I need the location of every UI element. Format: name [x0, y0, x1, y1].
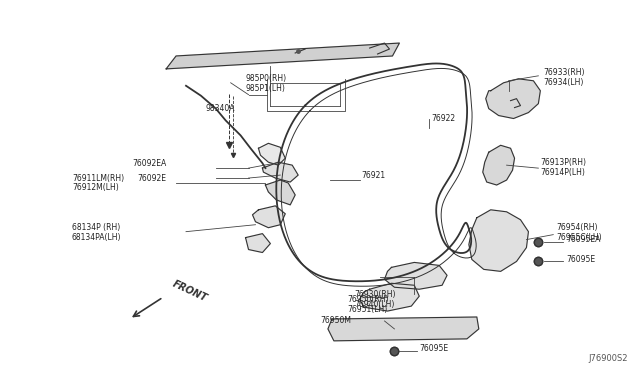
Text: 76940(LH): 76940(LH): [355, 299, 395, 309]
Text: 76092E: 76092E: [137, 174, 166, 183]
Text: 76950(RH): 76950(RH): [348, 295, 389, 304]
Polygon shape: [253, 206, 285, 228]
Text: 76934(LH): 76934(LH): [543, 78, 584, 87]
Polygon shape: [262, 162, 298, 182]
Text: 76913P(RH): 76913P(RH): [540, 158, 586, 167]
Text: 76095E: 76095E: [419, 344, 449, 353]
Polygon shape: [166, 43, 399, 69]
Polygon shape: [385, 262, 447, 289]
Text: 76095E: 76095E: [566, 255, 595, 264]
Text: 76911LM(RH): 76911LM(RH): [72, 174, 124, 183]
Text: 76954(RH): 76954(RH): [556, 223, 598, 232]
Text: 76933(RH): 76933(RH): [543, 68, 585, 77]
Text: 76922: 76922: [431, 114, 455, 123]
Polygon shape: [469, 210, 529, 271]
Text: 985P1(LH): 985P1(LH): [246, 84, 285, 93]
Text: 76955C(LH): 76955C(LH): [556, 233, 602, 242]
Polygon shape: [486, 79, 540, 119]
Text: 76095EA: 76095EA: [566, 235, 600, 244]
Polygon shape: [246, 234, 270, 253]
Text: 76912M(LH): 76912M(LH): [72, 183, 118, 192]
Text: 76930(RH): 76930(RH): [355, 290, 396, 299]
Polygon shape: [360, 283, 419, 311]
Text: 76921: 76921: [362, 171, 386, 180]
Polygon shape: [259, 143, 285, 165]
Text: 76092EA: 76092EA: [132, 159, 166, 168]
Polygon shape: [483, 145, 515, 185]
Text: 68134PA(LH): 68134PA(LH): [72, 233, 122, 242]
Text: 76951(LH): 76951(LH): [348, 305, 388, 314]
Polygon shape: [328, 317, 479, 341]
Polygon shape: [266, 180, 295, 205]
Text: 985P0(RH): 985P0(RH): [246, 74, 287, 83]
Text: FRONT: FRONT: [171, 279, 209, 304]
Text: J76900S2: J76900S2: [588, 354, 628, 363]
Text: 76914P(LH): 76914P(LH): [540, 168, 585, 177]
Text: 68134P (RH): 68134P (RH): [72, 223, 120, 232]
Text: 76950M: 76950M: [320, 317, 351, 326]
Text: 98340A: 98340A: [206, 104, 236, 113]
